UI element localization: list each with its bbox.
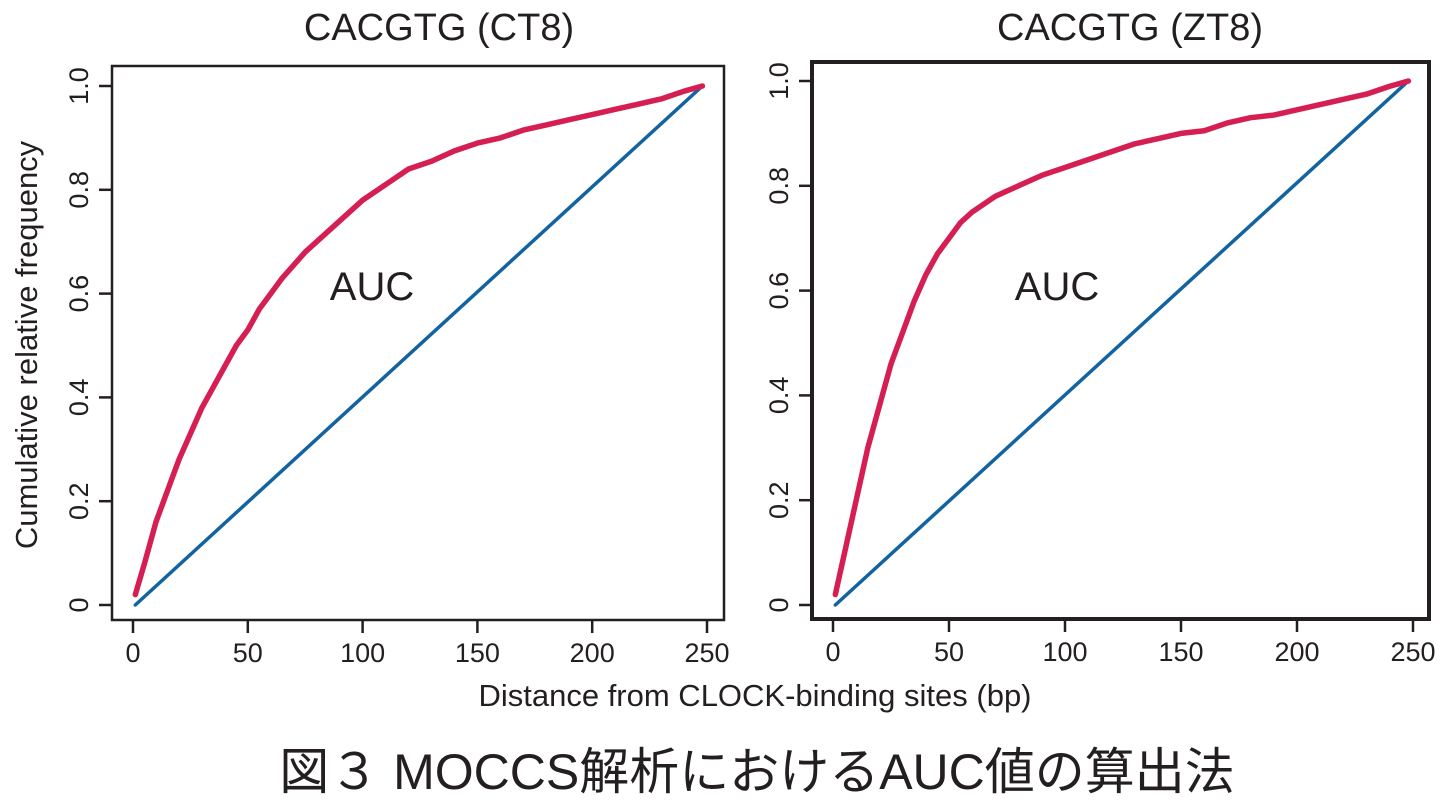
y-tick-label: 0.2 — [764, 481, 794, 519]
y-axis: 0 0.2 0.4 0.6 0.8 1.0 — [64, 67, 112, 613]
series-group — [132, 83, 706, 607]
plot-frame — [810, 60, 1431, 621]
y-tick-label: 0.8 — [64, 171, 94, 209]
x-tick-label: 0 — [825, 637, 840, 667]
x-tick-label: 0 — [125, 638, 140, 668]
x-axis: 0 50 100 150 200 250 — [125, 620, 730, 668]
x-tick-label: 50 — [233, 638, 263, 668]
x-tick-label: 150 — [1158, 637, 1203, 667]
x-tick-label: 200 — [1274, 637, 1319, 667]
auc-annotation: AUC — [330, 265, 414, 309]
y-axis: 0 0.2 0.4 0.6 0.8 1.0 — [764, 62, 812, 613]
plot-frame — [110, 64, 726, 622]
series-group — [832, 78, 1412, 607]
x-tick-label: 100 — [1042, 637, 1087, 667]
x-tick-label: 250 — [1390, 637, 1435, 667]
chart-panel-ct8: CACGTG (CT8) 0 50 100 150 200 250 00.20.40.60… — [64, 7, 730, 668]
chart-title: CACGTG (ZT8) — [997, 7, 1263, 49]
x-tick-label: 250 — [684, 638, 729, 668]
chart-panel-zt8: CACGTG (ZT8) 0 50 100 150 200 250 00.20.40.60… — [764, 7, 1436, 667]
x-axis: 0 50 100 150 200 250 — [825, 619, 1436, 667]
y-tick-label: 0.2 — [64, 482, 94, 520]
cumulative-frequency-line — [832, 78, 1412, 598]
reference-line — [833, 79, 1411, 607]
reference-line — [133, 84, 705, 607]
figure-caption: 図３ MOCCS解析におけるAUC値の算出法 — [279, 744, 1235, 800]
auc-annotation: AUC — [1015, 265, 1099, 309]
y-tick-label: 0.6 — [764, 272, 794, 310]
y-tick-label: 0.6 — [64, 275, 94, 313]
y-tick-label: 0.4 — [764, 377, 794, 415]
x-tick-label: 200 — [570, 638, 615, 668]
y-tick-label: 0 — [64, 597, 94, 612]
y-tick-label: 1.0 — [64, 67, 94, 105]
y-tick-label: 1.0 — [764, 62, 794, 100]
chart-title: CACGTG (CT8) — [304, 7, 574, 49]
cumulative-frequency-line — [132, 83, 706, 598]
x-tick-label: 50 — [934, 637, 964, 667]
y-tick-label: 0.8 — [764, 167, 794, 205]
y-tick-label: 0 — [764, 597, 794, 612]
y-axis-label: Cumulative relative frequency — [9, 140, 44, 549]
x-tick-label: 100 — [340, 638, 385, 668]
x-tick-label: 150 — [455, 638, 500, 668]
y-tick-label: 0.4 — [64, 379, 94, 417]
x-axis-label: Distance from CLOCK-binding sites (bp) — [478, 678, 1031, 713]
